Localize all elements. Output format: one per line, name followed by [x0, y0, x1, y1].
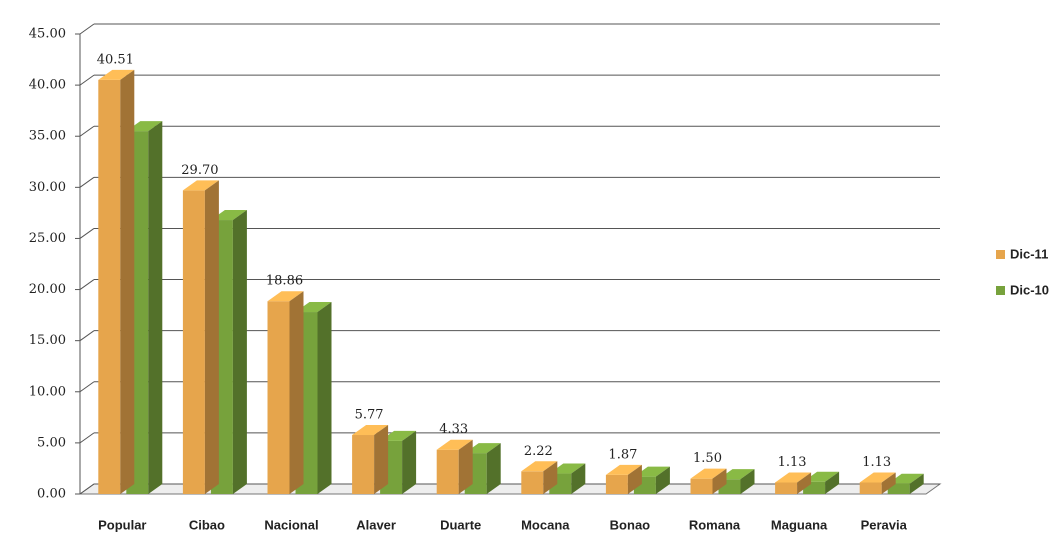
grid-connector: [79, 432, 95, 444]
y-tick-label: 0.00: [37, 487, 66, 502]
bar-top: [464, 443, 501, 454]
bar-side: [204, 180, 219, 494]
bar-top: [182, 180, 219, 191]
x-tick-label: Mocana: [521, 517, 570, 532]
bar-top: [633, 466, 670, 477]
bar: [859, 482, 882, 494]
y-tick-label: 30.00: [29, 180, 66, 195]
value-label: 1.50: [693, 451, 722, 466]
value-label: 5.77: [355, 408, 384, 423]
x-tick-label: Nacional: [264, 517, 318, 532]
bar-top: [549, 463, 586, 474]
x-tick-label: Romana: [689, 517, 741, 532]
value-label: 40.51: [97, 52, 134, 67]
x-tick-label: Duarte: [440, 517, 481, 532]
y-tick-label: 45.00: [29, 27, 66, 42]
bar-side: [571, 463, 586, 494]
bar-side: [740, 469, 755, 494]
x-tick-label: Popular: [98, 517, 146, 532]
bar-side: [486, 443, 501, 494]
bar-side: [909, 473, 924, 494]
value-label: 2.22: [524, 444, 553, 459]
y-tick-label: 5.00: [37, 435, 66, 450]
legend-swatch: [996, 250, 1005, 259]
x-tick-label: Cibao: [189, 517, 225, 532]
bar-side: [232, 210, 247, 495]
bar-side: [881, 472, 896, 494]
value-label: 18.86: [266, 274, 303, 289]
grid-connector: [79, 381, 95, 393]
bar-top: [380, 430, 417, 441]
bar-side: [402, 430, 417, 494]
grid-connector: [79, 176, 95, 188]
bar-side: [797, 472, 812, 494]
grid-connector: [79, 228, 95, 239]
bar: [690, 478, 713, 494]
bar-top: [803, 471, 840, 482]
bar: [887, 483, 910, 494]
bar-side: [289, 291, 304, 494]
value-label: 4.33: [439, 422, 468, 437]
bar-side: [655, 466, 670, 494]
bar-side: [543, 461, 558, 494]
x-tick-label: Maguana: [771, 517, 828, 532]
legend-label: Dic-10: [1010, 282, 1049, 297]
legend-swatch: [996, 286, 1005, 295]
bar-side: [148, 121, 163, 494]
bar: [775, 482, 798, 494]
y-tick-label: 40.00: [29, 78, 66, 93]
grid-connector: [79, 125, 95, 137]
bar-top: [605, 464, 642, 475]
bar: [605, 474, 628, 494]
bar-top: [98, 69, 135, 80]
bar-top: [436, 439, 473, 450]
bar-top: [859, 472, 896, 483]
x-tick-label: Bonao: [610, 517, 651, 532]
grid-connector: [79, 23, 95, 35]
bar-top: [718, 469, 755, 480]
value-label: 1.13: [778, 455, 807, 470]
grid-connector: [79, 74, 95, 86]
bar: [436, 449, 459, 494]
bar-top: [887, 473, 924, 484]
y-tick-label: 25.00: [29, 231, 66, 246]
bar-top: [210, 210, 247, 221]
bar-side: [317, 302, 332, 494]
x-tick-label: Peravia: [861, 517, 908, 532]
bar-top: [126, 121, 163, 132]
y-tick-label: 15.00: [29, 333, 66, 348]
bar-top: [352, 425, 389, 436]
bar: [267, 301, 290, 494]
grid-connector: [79, 279, 95, 290]
value-label: 1.13: [862, 455, 891, 470]
y-tick-label: 20.00: [29, 282, 66, 297]
grid-connector: [79, 483, 95, 495]
value-label: 29.70: [181, 163, 218, 178]
bar-top: [267, 291, 304, 302]
value-label: 1.87: [608, 447, 637, 462]
x-tick-label: Alaver: [356, 517, 396, 532]
bar: [521, 471, 544, 494]
bar: [182, 190, 205, 494]
bar: [98, 79, 121, 495]
bar-side: [458, 439, 473, 494]
bar-top: [775, 472, 812, 483]
legend-label: Dic-11: [1010, 246, 1048, 261]
bar-top: [521, 461, 558, 472]
bar: [352, 435, 375, 494]
bar-side: [712, 468, 727, 494]
y-tick-label: 35.00: [29, 129, 66, 144]
grid-connector: [79, 330, 95, 342]
bar-top: [690, 468, 727, 479]
bar-side: [120, 69, 135, 495]
y-tick-label: 10.00: [29, 384, 66, 399]
bar-side: [374, 425, 389, 494]
bar-side: [825, 471, 840, 494]
bar-side: [627, 464, 642, 494]
bar-top: [295, 302, 332, 313]
